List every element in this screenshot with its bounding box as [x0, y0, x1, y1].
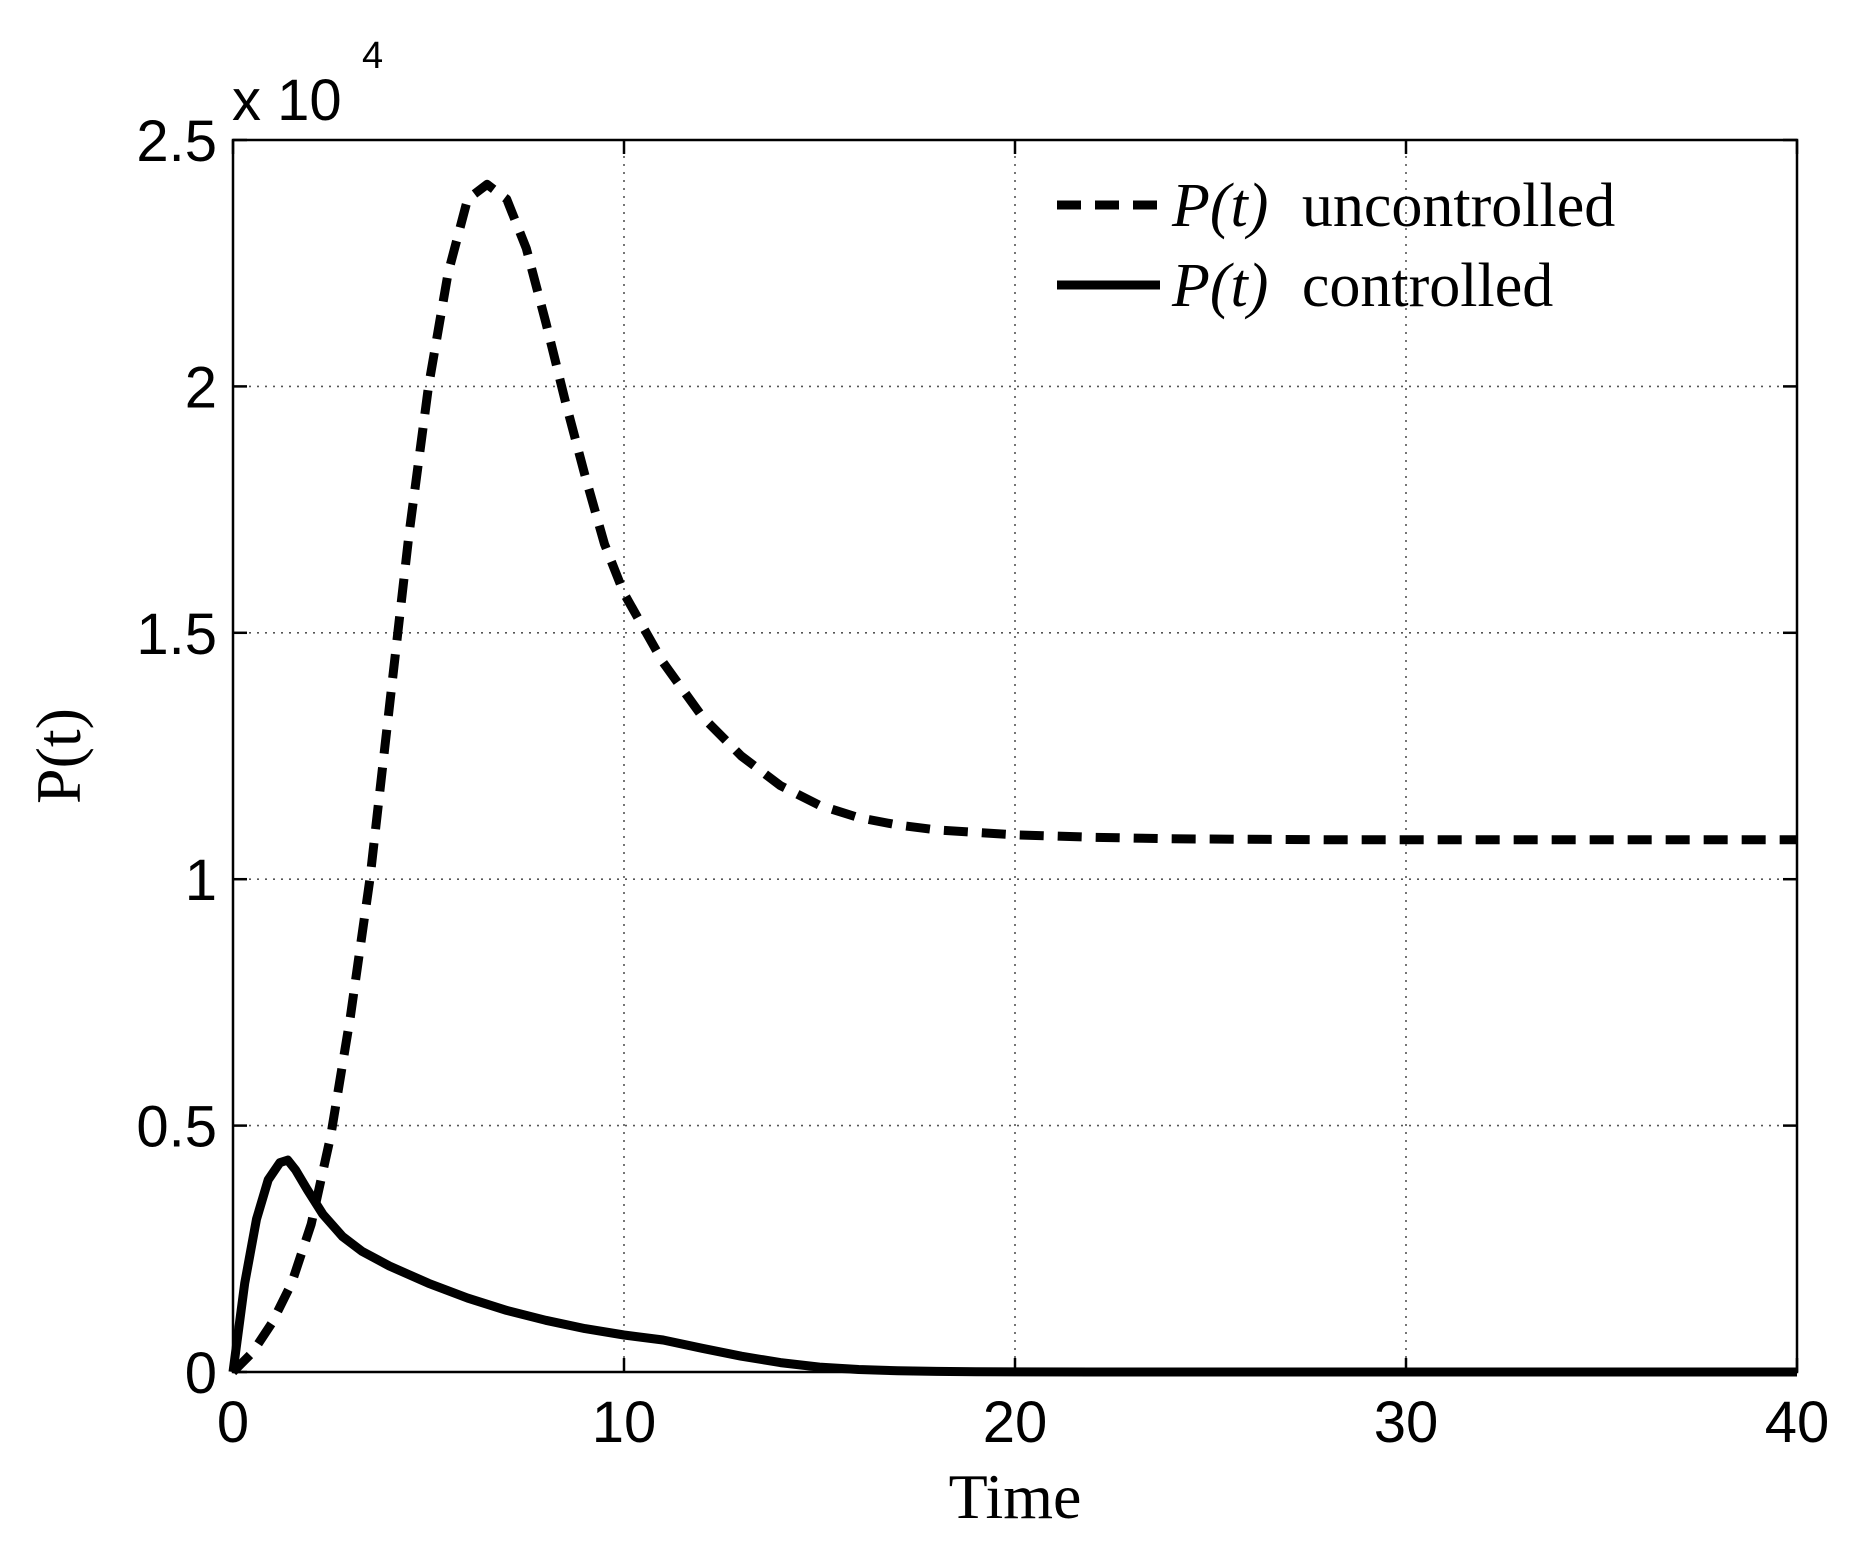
legend-entry-uncontrolled-prefix: P(t) [1171, 172, 1268, 240]
y-tick-label-3: 1.5 [136, 602, 217, 667]
series-lines [228, 179, 1797, 1377]
series-line-uncontrolled [229, 179, 1797, 1376]
y-multiplier-base: x 10 [232, 68, 342, 133]
legend-entry-controlled: P(t) controlled [1171, 252, 1553, 320]
legend-entry-controlled-suffix: controlled [1302, 252, 1553, 320]
legend-entry-uncontrolled: P(t) uncontrolled [1171, 172, 1615, 240]
x-tick-label-3: 30 [1374, 1390, 1439, 1455]
legend-entry-uncontrolled-suffix: uncontrolled [1302, 172, 1615, 240]
x-tick-label-1: 10 [592, 1390, 657, 1455]
legend: P(t) uncontrolled P(t) controlled [1057, 172, 1615, 320]
y-tick-label-4: 2 [185, 355, 217, 420]
grid-lines [233, 140, 1797, 1372]
legend-entry-controlled-prefix: P(t) [1171, 252, 1268, 320]
x-axis-title: Time [949, 1461, 1082, 1532]
x-tick-label-2: 20 [983, 1390, 1048, 1455]
y-axis-title: P(t) [23, 708, 94, 804]
axis-ticks: 0 10 20 30 40 0 0.5 1 1.5 2 2.5 [136, 109, 1829, 1455]
x-tick-label-0: 0 [217, 1390, 249, 1455]
y-axis-multiplier: x 10 4 [232, 35, 383, 133]
x-tick-label-4: 40 [1765, 1390, 1830, 1455]
y-tick-label-5: 2.5 [136, 109, 217, 174]
y-tick-label-0: 0 [185, 1341, 217, 1406]
y-tick-label-1: 0.5 [136, 1095, 217, 1160]
y-tick-label-2: 1 [185, 848, 217, 913]
y-multiplier-exponent: 4 [362, 35, 383, 77]
